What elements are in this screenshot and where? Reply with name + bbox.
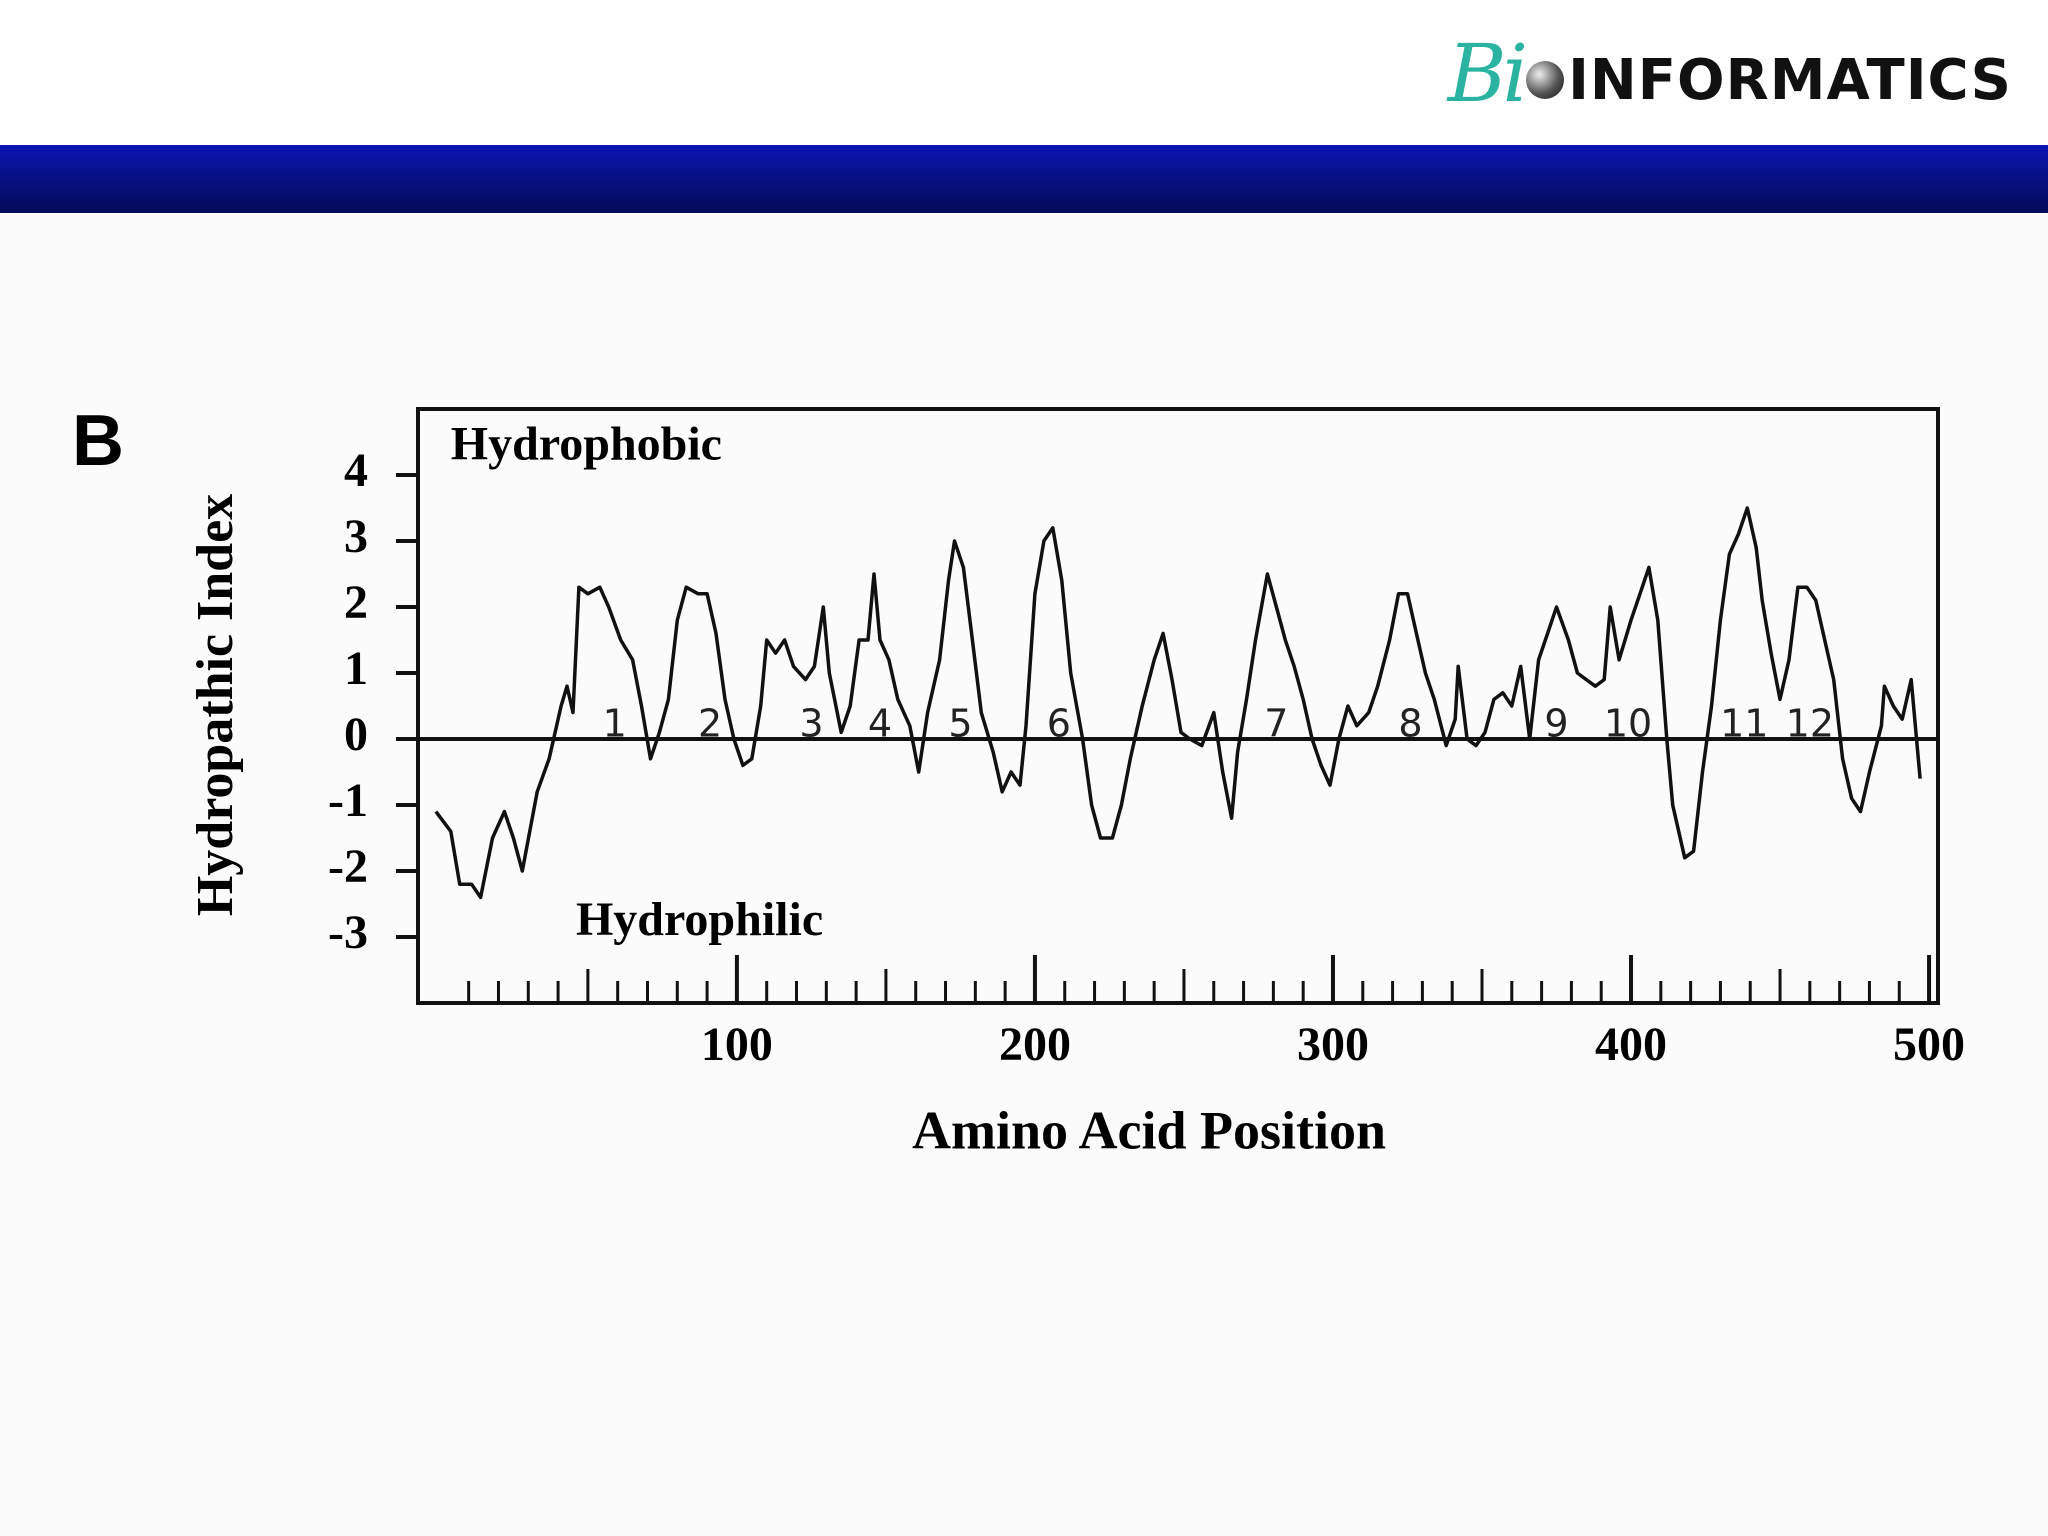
segment-label: 9 (1544, 701, 1568, 745)
header (0, 0, 2048, 145)
segment-label: 8 (1398, 701, 1422, 745)
annotation: Hydrophobic (451, 418, 722, 471)
x-tick-label: 500 (1893, 1018, 1965, 1071)
y-tick-label: 0 (344, 708, 368, 761)
y-tick-label: 2 (344, 576, 368, 629)
y-tick-label: -2 (328, 840, 368, 893)
segment-label: 7 (1264, 701, 1288, 745)
plot-frame (416, 407, 1940, 1005)
x-axis-label: Amino Acid Position (912, 1100, 1386, 1160)
y-tick-label: -3 (328, 906, 368, 959)
header-band (0, 145, 2048, 213)
logo-text: INFORMATICS (1568, 47, 2012, 113)
segment-label: 1 (603, 701, 627, 745)
annotation: Hydrophilic (576, 893, 823, 946)
segment-label: 10 (1604, 701, 1652, 745)
segment-label: 4 (868, 701, 892, 745)
logo: Bi INFORMATICS (1447, 26, 2012, 120)
y-tick-label: -1 (328, 774, 368, 827)
segment-label: 11 (1720, 701, 1768, 745)
panel-label: B (72, 401, 124, 481)
segment-label: 3 (799, 701, 823, 745)
x-tick-label: 400 (1595, 1018, 1667, 1071)
logo-script: Bi (1447, 26, 1528, 120)
x-tick-label: 300 (1297, 1018, 1369, 1071)
segment-label: 5 (948, 701, 972, 745)
x-tick-label: 200 (999, 1018, 1071, 1071)
y-tick-label: 3 (344, 510, 368, 563)
hydropathy-line (434, 506, 1922, 900)
segment-label: 12 (1786, 701, 1834, 745)
y-tick-label: 1 (344, 642, 368, 695)
y-axis-label: Hydropathic Index (187, 494, 244, 916)
segment-label: 6 (1047, 701, 1071, 745)
x-tick-label: 100 (701, 1018, 773, 1071)
segment-label: 2 (698, 701, 722, 745)
y-tick-label: 4 (344, 444, 368, 497)
logo-ball (1526, 61, 1565, 99)
